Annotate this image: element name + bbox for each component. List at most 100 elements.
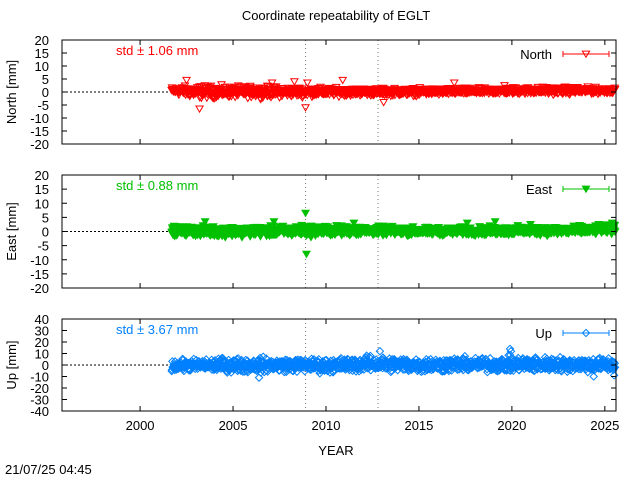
xtick-label-5: 2025: [590, 418, 619, 433]
point-up: [320, 355, 330, 365]
ytick-label-up-3: 10: [35, 347, 49, 362]
point-up: [495, 363, 505, 373]
chart-title: Coordinate repeatability of EGLT: [242, 8, 430, 23]
point-up: [259, 367, 269, 377]
ytick-label-up-1: 30: [35, 324, 49, 339]
outlier-north-4: [301, 104, 311, 112]
std-label-up: std ± 3.67 mm: [116, 322, 198, 337]
outlier-east-3: [301, 250, 311, 259]
ytick-label-east-4: 0: [42, 225, 49, 240]
point-up: [403, 364, 413, 374]
outlier-north-7: [379, 99, 389, 107]
ylabel-up: Up [mm]: [4, 340, 19, 389]
legend-up: Up: [535, 326, 610, 341]
ytick-label-north-8: -20: [30, 137, 49, 152]
std-label-north: std ± 1.06 mm: [116, 43, 198, 58]
ytick-label-east-6: -10: [30, 253, 49, 268]
outlier-up-5: [609, 371, 619, 380]
ytick-label-north-4: 0: [42, 85, 49, 100]
point-north: [610, 86, 620, 94]
ytick-label-north-6: -10: [30, 111, 49, 126]
outlier-east-6: [490, 218, 500, 226]
ytick-label-north-0: 20: [35, 33, 49, 48]
point-up: [366, 351, 375, 361]
ytick-label-east-0: 20: [35, 168, 49, 183]
outlier-north-2: [267, 79, 277, 88]
ylabel-east: East [mm]: [4, 202, 19, 261]
ytick-label-east-7: -15: [30, 267, 49, 282]
legend-marker-north: [581, 50, 591, 59]
point-up: [583, 367, 593, 377]
outlier-north-6: [338, 76, 348, 85]
ytick-label-up-6: -20: [30, 381, 49, 396]
outlier-up-2: [505, 344, 515, 354]
legend-label-east: East: [526, 182, 552, 197]
ytick-label-up-7: -30: [30, 393, 49, 408]
ytick-label-north-2: 10: [35, 59, 49, 74]
series-up: [167, 344, 620, 382]
ytick-label-up-0: 40: [35, 312, 49, 327]
series-east: [167, 209, 620, 259]
outlier-east-7: [526, 221, 535, 229]
outlier-up-0: [254, 373, 264, 382]
ytick-label-east-2: 10: [35, 196, 49, 211]
point-north: [217, 81, 226, 89]
ytick-label-up-8: -40: [30, 404, 49, 419]
legend-east: East: [526, 182, 610, 197]
outlier-north-5: [302, 79, 312, 88]
ytick-label-east-1: 15: [35, 182, 49, 197]
legend-label-up: Up: [535, 326, 552, 341]
outlier-east-4: [349, 219, 359, 228]
legend-marker-east: [581, 185, 591, 194]
ytick-label-north-3: 5: [42, 72, 49, 87]
point-north: [297, 94, 307, 102]
point-up: [503, 356, 513, 365]
timestamp: 21/07/25 04:45: [5, 462, 92, 477]
ytick-label-east-8: -20: [30, 281, 49, 296]
point-up: [226, 368, 236, 377]
point-up: [505, 350, 515, 360]
outlier-up-3: [506, 346, 516, 356]
point-up: [328, 367, 338, 377]
ytick-label-north-5: -5: [37, 98, 49, 113]
ytick-label-up-4: 0: [42, 358, 49, 373]
ytick-label-north-1: 15: [35, 46, 49, 61]
point-up: [557, 367, 566, 376]
ytick-label-east-5: -5: [37, 239, 49, 254]
point-north: [202, 94, 212, 103]
outlier-east-8: [607, 219, 617, 228]
legend-north: North: [520, 47, 610, 62]
outlier-east-0: [200, 218, 210, 226]
outlier-east-2: [301, 209, 311, 218]
outlier-up-1: [375, 346, 385, 356]
xtick-label-3: 2015: [404, 418, 433, 433]
std-label-east: std ± 0.88 mm: [116, 178, 198, 193]
point-up: [610, 359, 620, 368]
ylabel-north: North [mm]: [4, 60, 19, 124]
x-axis-label: YEAR: [318, 443, 353, 458]
series-north: [167, 76, 620, 114]
ytick-label-up-5: -10: [30, 370, 49, 385]
outlier-north-0: [182, 76, 192, 85]
ytick-label-up-2: 20: [35, 335, 49, 350]
xtick-label-4: 2020: [497, 418, 526, 433]
outlier-east-5: [462, 219, 472, 228]
outlier-north-9: [499, 82, 509, 90]
xtick-label-2: 2010: [312, 418, 341, 433]
point-up: [243, 367, 253, 377]
legend-marker-up: [581, 328, 591, 338]
legend-label-north: North: [520, 47, 552, 62]
xtick-label-1: 2005: [219, 418, 248, 433]
outlier-up-4: [589, 372, 598, 381]
xtick-label-0: 2000: [126, 418, 155, 433]
ytick-label-east-3: 5: [42, 210, 49, 225]
outlier-north-8: [449, 79, 459, 88]
outlier-north-3: [289, 78, 299, 86]
outlier-north-1: [195, 105, 205, 114]
